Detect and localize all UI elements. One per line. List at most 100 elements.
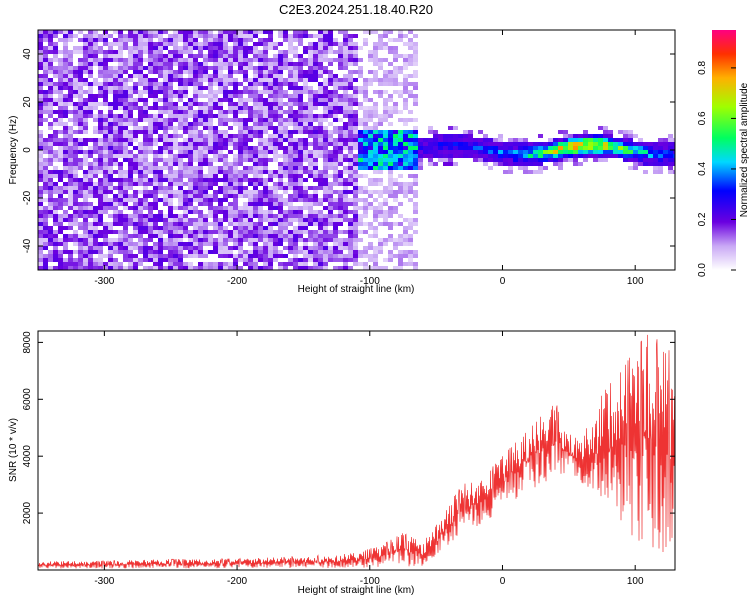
spectrogram-cell (208, 98, 213, 102)
spectrogram-cell (458, 146, 463, 150)
spectrogram-cell (128, 258, 133, 262)
spectrogram-cell (128, 118, 133, 122)
spectrogram-cell (73, 206, 78, 210)
spectrogram-cell (233, 218, 238, 222)
spectrogram-cell (148, 226, 153, 230)
spectrogram-cell (463, 130, 468, 134)
spectrogram-cell (53, 206, 58, 210)
spectrogram-cell (253, 74, 258, 78)
spectrogram-cell (318, 66, 323, 70)
spectrogram-cell (288, 94, 293, 98)
spectrogram-cell (628, 142, 633, 146)
spectrogram-cell (388, 114, 393, 118)
spectrogram-cell (253, 54, 258, 58)
spectrogram-cell (598, 146, 603, 150)
spectrogram-cell (218, 106, 223, 110)
spectrogram-cell (128, 250, 133, 254)
spectrogram-cell (183, 162, 188, 166)
spectrogram-cell (473, 142, 478, 146)
spectrogram-cell (173, 146, 178, 150)
spectrogram-cell (363, 206, 368, 210)
spectrogram-cell (403, 78, 408, 82)
spectrogram-cell (98, 70, 103, 74)
spectrogram-cell (323, 258, 328, 262)
spectrogram-cell (73, 122, 78, 126)
spectrogram-cell (298, 118, 303, 122)
spectrogram-cell (213, 82, 218, 86)
spectrogram-cell (118, 74, 123, 78)
spectrogram-cell (408, 134, 413, 138)
spectrogram-cell (343, 34, 348, 38)
spectrogram-cell (103, 194, 108, 198)
spectrogram-cell (318, 42, 323, 46)
spectrogram-cell (433, 150, 438, 154)
spectrogram-cell (353, 98, 358, 102)
spectrogram-cell (618, 142, 623, 146)
spectrogram-cell (138, 90, 143, 94)
spectrogram-cell (518, 146, 523, 150)
spectrogram-cell (88, 246, 93, 250)
spectrogram-cell (88, 202, 93, 206)
spectrogram-cell (188, 238, 193, 242)
spectrogram-cell (178, 142, 183, 146)
spectrogram-cell (558, 146, 563, 150)
spectrogram-cell (158, 34, 163, 38)
spectrogram-cell (173, 258, 178, 262)
spectrogram-cell (273, 42, 278, 46)
spectrogram-cell (123, 258, 128, 262)
spectrogram-cell (163, 218, 168, 222)
spectrogram-cell (38, 62, 43, 66)
spectrogram-cell (328, 106, 333, 110)
spectrogram-cell (78, 214, 83, 218)
spectrogram-cell (73, 262, 78, 266)
spectrogram-cell (103, 130, 108, 134)
spectrogram-cell (318, 126, 323, 130)
spectrogram-cell (388, 170, 393, 174)
spectrogram-cell (163, 198, 168, 202)
spectrogram-cell (418, 158, 423, 162)
spectrogram-cell (63, 38, 68, 42)
spectrogram-cell (233, 114, 238, 118)
spectrogram-cell (218, 234, 223, 238)
spectrogram-cell (338, 142, 343, 146)
spectrogram-cell (218, 42, 223, 46)
spectrogram-cell (108, 126, 113, 130)
spectrogram-cell (163, 166, 168, 170)
spectrogram-cell (428, 138, 433, 142)
spectrogram-cell (248, 82, 253, 86)
spectrogram-cell (298, 94, 303, 98)
spectrogram-cell (278, 86, 283, 90)
spectrogram-cell (108, 170, 113, 174)
spectrogram-cell (193, 102, 198, 106)
spectrogram-cell (238, 194, 243, 198)
spectrogram-cell (303, 202, 308, 206)
spectrogram-cell (148, 90, 153, 94)
spectrogram-cell (333, 94, 338, 98)
spectrogram-cell (123, 134, 128, 138)
spectrogram-cell (163, 82, 168, 86)
spectrogram-cell (413, 70, 418, 74)
spectrogram-cell (148, 222, 153, 226)
spectrogram-cell (113, 106, 118, 110)
spectrogram-cell (198, 186, 203, 190)
spectrogram-cell (243, 74, 248, 78)
spectrogram-cell (403, 90, 408, 94)
spectrogram-cell (113, 250, 118, 254)
spectrogram-cell (298, 86, 303, 90)
spectrogram-cell (173, 38, 178, 42)
spectrogram-cell (133, 90, 138, 94)
spectrogram-cell (288, 206, 293, 210)
spectrogram-cell (338, 170, 343, 174)
spectrogram-cell (193, 74, 198, 78)
spectrogram-cell (208, 90, 213, 94)
spectrogram-cell (83, 258, 88, 262)
spectrogram-cell (203, 118, 208, 122)
spectrogram-cell (378, 114, 383, 118)
spectrogram-cell (208, 178, 213, 182)
spectrogram-cell (68, 150, 73, 154)
spectrogram-cell (398, 138, 403, 142)
spectrogram-cell (88, 238, 93, 242)
spectrogram-cell (313, 210, 318, 214)
spectrogram-cell (223, 118, 228, 122)
spectrogram-cell (103, 42, 108, 46)
